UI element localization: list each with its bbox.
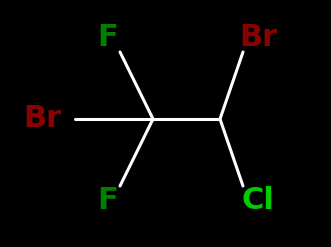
Text: Br: Br — [239, 23, 277, 53]
Text: F: F — [98, 185, 118, 214]
Text: Cl: Cl — [242, 185, 274, 214]
Text: F: F — [98, 23, 118, 53]
Text: Br: Br — [23, 103, 61, 132]
